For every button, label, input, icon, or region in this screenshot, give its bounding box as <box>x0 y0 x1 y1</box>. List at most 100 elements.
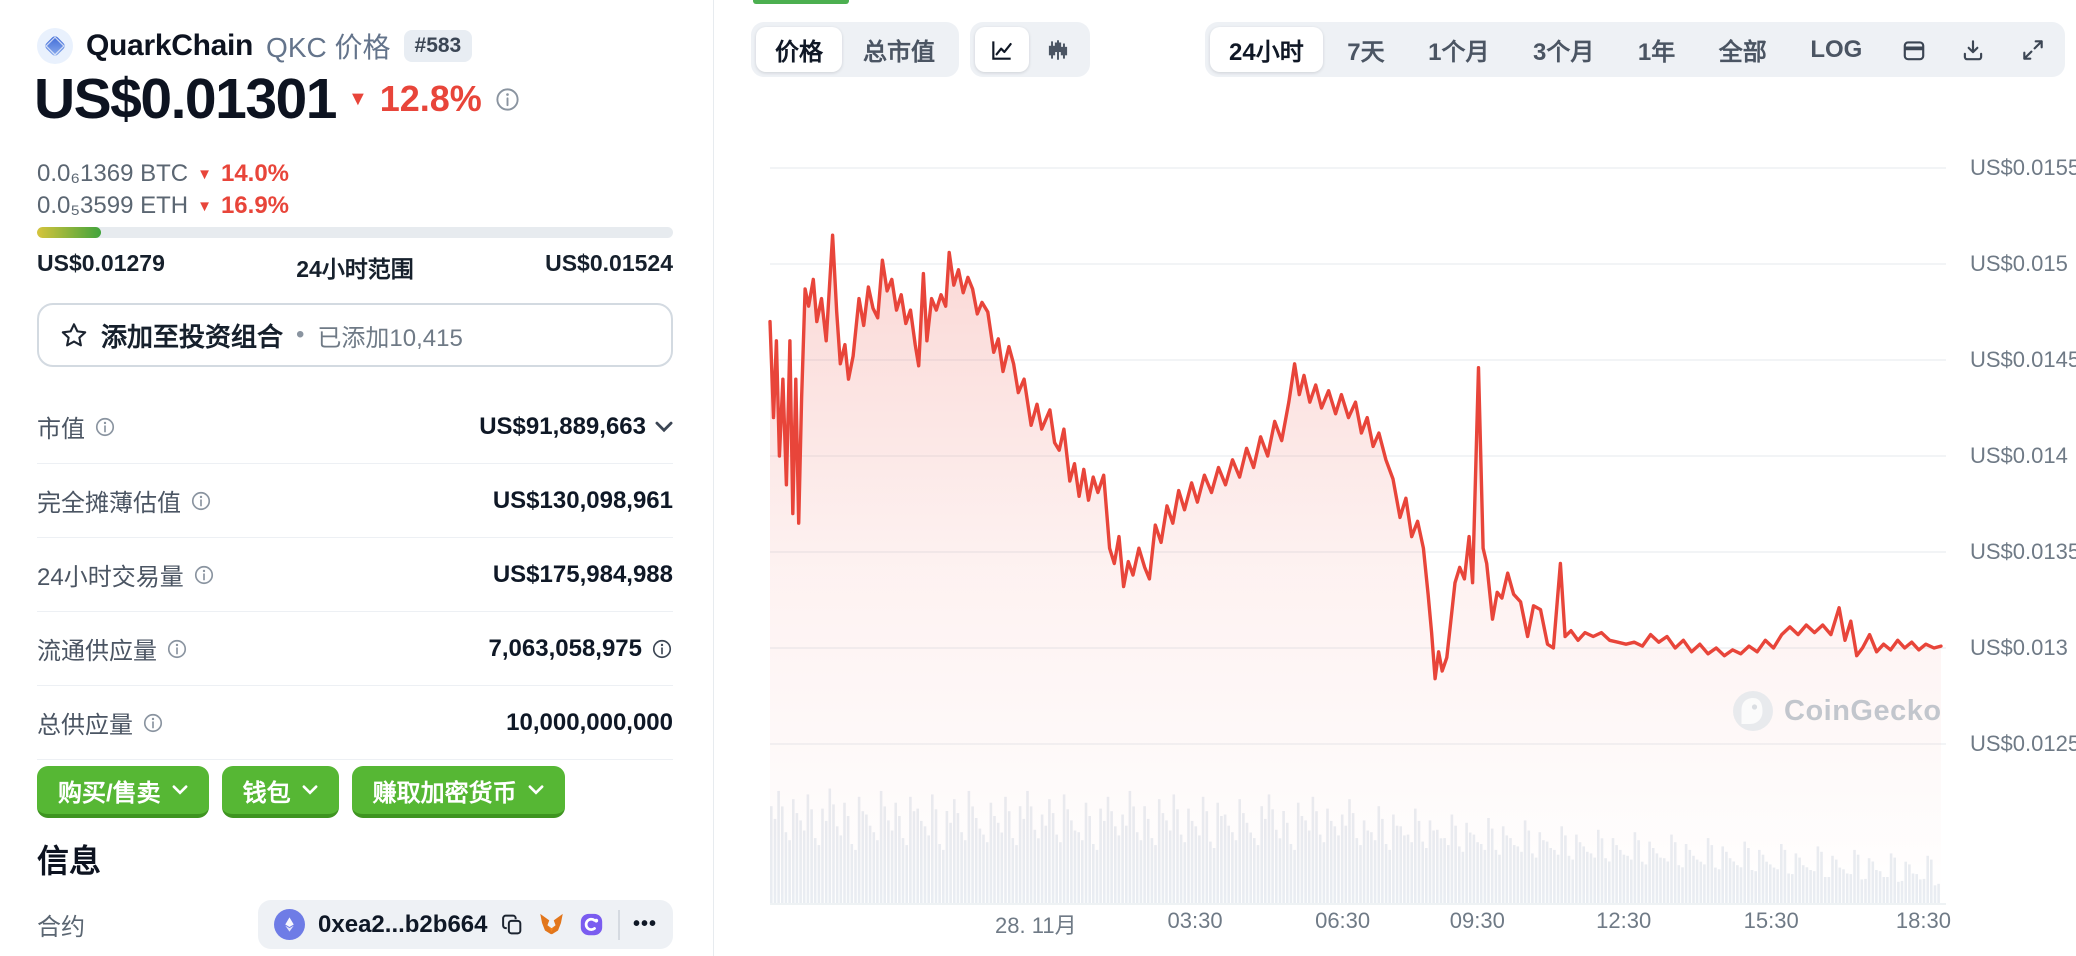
contract-label: 合约 <box>37 914 85 941</box>
coin-symbol-price-label: QKC 价格 <box>266 32 391 63</box>
range-tab-7d[interactable]: 7天 <box>1347 39 1385 66</box>
coingecko-gecko-icon <box>1732 690 1774 732</box>
current-price: US$0.01301 <box>34 67 337 131</box>
down-triangle-icon: ▼ <box>197 197 212 215</box>
info-icon[interactable] <box>651 638 673 660</box>
portfolio-label: 添加至投资组合 <box>101 321 284 352</box>
contract-address: 0xea2...b2b664 <box>318 910 488 938</box>
price-row: US$0.01301 ▼ 12.8% <box>34 66 521 132</box>
stat-value: US$175,984,988 <box>492 560 673 588</box>
chart-controls: 价格 总市值 24小时 7天 1个月 3个月 1年 全部 LOG <box>751 22 2065 77</box>
rank-badge: #583 <box>403 30 473 62</box>
coin-name: QuarkChain <box>86 29 254 62</box>
coin-header: QuarkChain QKC 价格 #583 <box>37 26 473 66</box>
stat-label: 总供应量 <box>37 712 133 739</box>
btc-change-percent: 14.0% <box>220 160 290 187</box>
eth-value: 0.0₅3599 ETH <box>37 192 189 219</box>
metric-toggle-group: 价格 总市值 <box>751 22 959 77</box>
button-label: 赚取加密货币 <box>372 779 517 807</box>
active-tab-indicator <box>753 0 849 4</box>
action-buttons-row: 购买/售卖 钱包 赚取加密货币 <box>37 766 565 818</box>
chevron-down-icon <box>302 785 318 795</box>
range-high: US$0.01524 <box>545 250 673 276</box>
table-row-volume-24h: 24小时交易量 US$175,984,988 <box>37 538 673 612</box>
info-icon[interactable] <box>166 638 188 660</box>
price-change-percent: 12.8% <box>379 78 482 119</box>
table-row-circulating-supply: 流通供应量 7,063,058,975 <box>37 612 673 686</box>
btc-conversion-row: 0.0₆1369 BTC ▼ 14.0% <box>37 160 289 188</box>
range-tab-3m[interactable]: 3个月 <box>1533 39 1595 66</box>
down-triangle-icon: ▼ <box>197 165 212 183</box>
table-row-total-supply: 总供应量 10,000,000,000 <box>37 686 673 760</box>
range-progress-fill <box>37 227 101 238</box>
eth-change-percent: 16.9% <box>220 192 290 219</box>
info-icon[interactable] <box>190 490 212 512</box>
coingecko-watermark: CoinGecko <box>1732 690 1942 732</box>
line-chart-icon[interactable] <box>975 27 1029 72</box>
price-chart-svg <box>768 167 1946 905</box>
eth-conversion-row: 0.0₅3599 ETH ▼ 16.9% <box>37 192 289 220</box>
range-tab-24h[interactable]: 24小时 <box>1210 27 1323 72</box>
table-row-fdv: 完全摊薄估值 US$130,098,961 <box>37 464 673 538</box>
range-tab-all[interactable]: 全部 <box>1718 39 1767 66</box>
stat-value: 10,000,000,000 <box>506 708 673 736</box>
tab-price[interactable]: 价格 <box>756 27 842 72</box>
star-icon <box>60 321 88 349</box>
contract-row: 合约 0xea2...b2b664 ••• <box>37 900 673 949</box>
watermark-text: CoinGecko <box>1784 694 1942 727</box>
info-section-title: 信息 <box>37 843 102 879</box>
calendar-icon[interactable] <box>1887 27 1941 72</box>
stat-value: 7,063,058,975 <box>488 634 642 662</box>
chart-panel: 价格 总市值 24小时 7天 1个月 3个月 1年 全部 LOG <box>713 0 2076 956</box>
tab-market-cap[interactable]: 总市值 <box>863 39 935 66</box>
stat-value: US$91,889,663 <box>479 412 646 440</box>
stat-label: 完全摊薄估值 <box>37 490 181 517</box>
contract-address-pill[interactable]: 0xea2...b2b664 ••• <box>258 900 673 949</box>
metamask-icon[interactable] <box>538 911 565 938</box>
btc-value: 0.0₆1369 BTC <box>37 160 189 187</box>
time-range-group: 24小时 7天 1个月 3个月 1年 全部 LOG <box>1205 22 2065 77</box>
download-icon[interactable] <box>1946 27 2000 72</box>
quarkchain-logo-icon <box>37 28 73 64</box>
info-icon[interactable] <box>94 416 116 438</box>
add-to-portfolio-button[interactable]: 添加至投资组合 • 已添加10,415 <box>37 303 673 367</box>
more-options-button[interactable]: ••• <box>632 913 657 935</box>
portfolio-added-count: 已添加10,415 <box>317 324 463 352</box>
earn-crypto-button[interactable]: 赚取加密货币 <box>351 766 565 818</box>
copy-icon[interactable] <box>500 912 525 937</box>
wallet-button[interactable]: 钱包 <box>221 766 339 818</box>
pill-divider <box>618 909 620 940</box>
range-progress-bar <box>37 227 673 238</box>
buy-sell-button[interactable]: 购买/售卖 <box>37 766 209 818</box>
info-icon[interactable] <box>494 86 521 113</box>
chevron-down-icon <box>528 785 544 795</box>
range-label: 24小时范围 <box>296 256 414 282</box>
ethereum-icon <box>274 909 306 940</box>
range-tab-1m[interactable]: 1个月 <box>1428 39 1490 66</box>
chart-type-toggle-group <box>970 22 1090 77</box>
info-icon[interactable] <box>142 712 164 734</box>
coin-summary-panel: QuarkChain QKC 价格 #583 US$0.01301 ▼ 12.8… <box>0 0 713 956</box>
candlestick-chart-icon[interactable] <box>1031 27 1085 72</box>
stat-label: 24小时交易量 <box>37 564 184 591</box>
stat-value: US$130,098,961 <box>492 486 673 514</box>
chevron-down-icon[interactable] <box>655 421 673 433</box>
info-icon[interactable] <box>193 564 215 586</box>
chevron-down-icon <box>172 785 188 795</box>
price-chart-canvas[interactable] <box>714 0 2076 956</box>
range-tab-1y[interactable]: 1年 <box>1637 39 1676 66</box>
expand-icon[interactable] <box>2006 27 2060 72</box>
button-label: 购买/售卖 <box>58 779 161 807</box>
down-triangle-icon: ▼ <box>347 88 368 110</box>
button-label: 钱包 <box>242 779 291 807</box>
portfolio-dot: • <box>296 321 305 348</box>
range-labels: US$0.01279 24小时范围 US$0.01524 <box>37 250 673 284</box>
stat-label: 流通供应量 <box>37 638 157 665</box>
table-row-market-cap: 市值 US$91,889,663 <box>37 390 673 464</box>
stat-label: 市值 <box>37 416 85 443</box>
stats-table: 市值 US$91,889,663 完全摊薄估值 US$130,098,961 2… <box>37 390 673 760</box>
range-low: US$0.01279 <box>37 250 165 276</box>
range-tab-log[interactable]: LOG <box>1810 35 1863 63</box>
wallet-badge-icon[interactable] <box>578 911 605 938</box>
